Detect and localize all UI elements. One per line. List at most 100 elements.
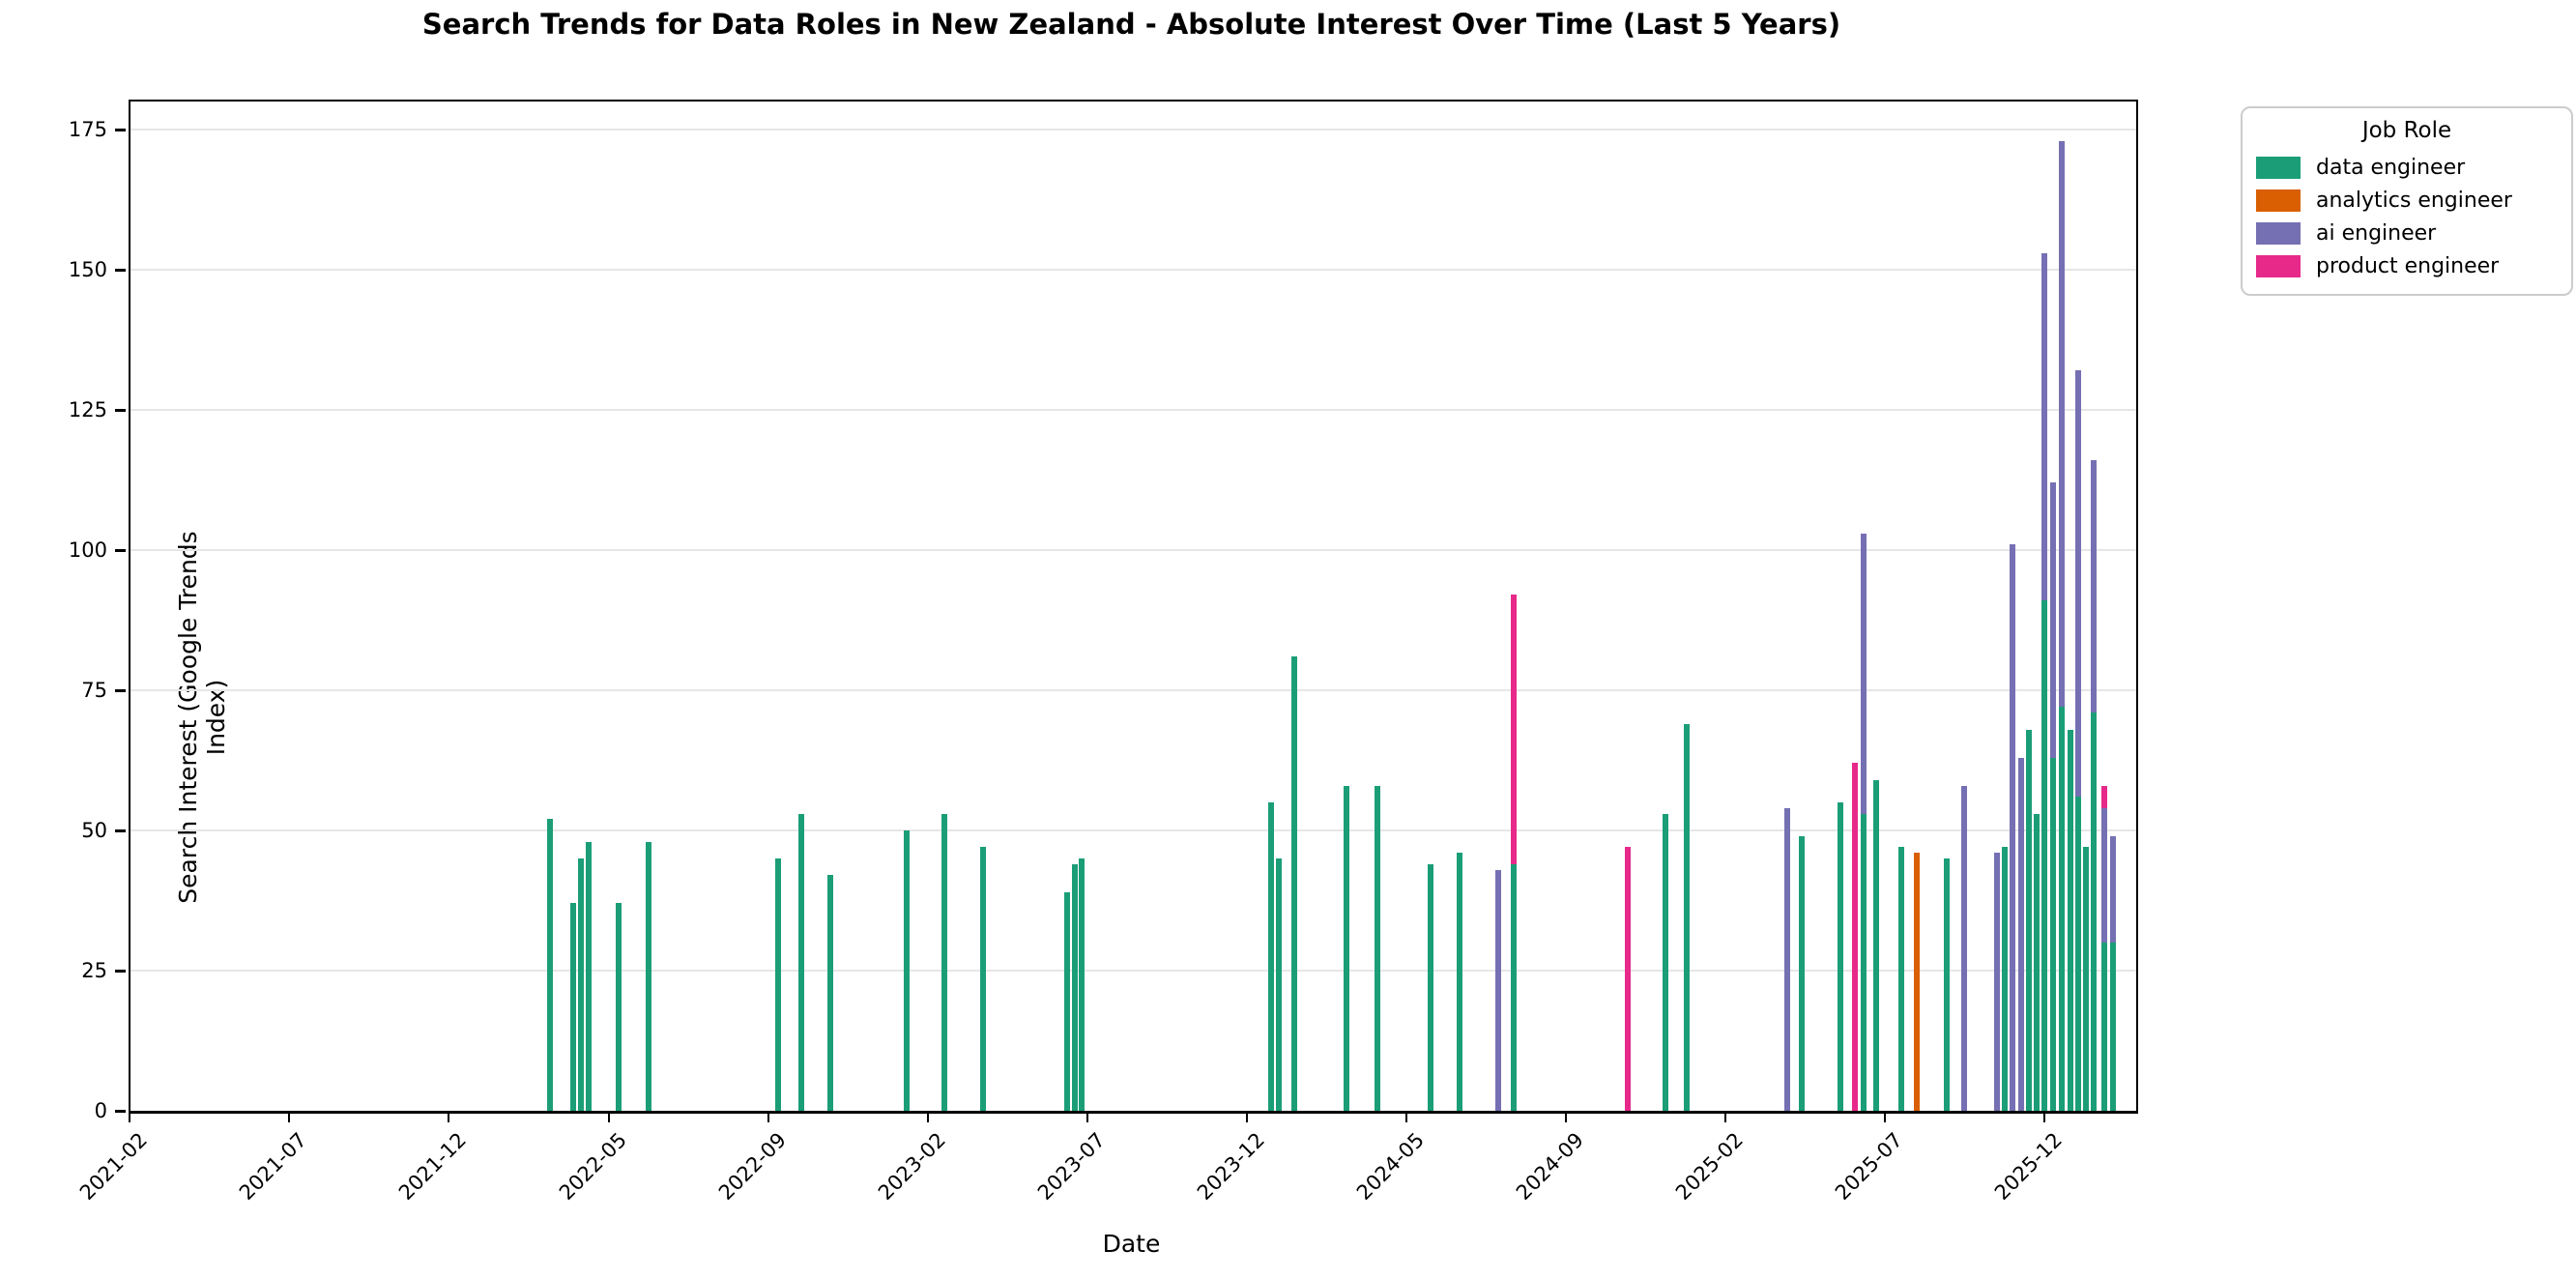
bar-segment-data-engineer-2025-09 bbox=[1943, 858, 1950, 1111]
bar-segment-data-engineer-2025-12 bbox=[2050, 757, 2057, 1111]
legend-label: analytics engineer bbox=[2316, 188, 2512, 213]
bar-segment-data-engineer-2022-09 bbox=[775, 858, 782, 1111]
bar-segment-data-engineer-2023-06 bbox=[1071, 863, 1078, 1111]
bar-segment-data-engineer-2025-11 bbox=[2025, 729, 2032, 1111]
legend-swatch-icon bbox=[2256, 221, 2301, 245]
y-axis-label: Search Interest (Google Trends Index) bbox=[174, 531, 230, 904]
y-tick-label-75: 75 bbox=[81, 679, 107, 702]
bar-segment-data-engineer-2022-03 bbox=[547, 819, 554, 1111]
y-tick-mark bbox=[115, 549, 126, 552]
bar-segment-ai-engineer-2026-01 bbox=[2101, 807, 2107, 943]
legend-item-data-engineer: data engineer bbox=[2243, 151, 2571, 184]
x-tick-label-2023-02: 2023-02 bbox=[874, 1128, 951, 1206]
y-tick-mark bbox=[115, 689, 126, 692]
y-tick-mark bbox=[115, 829, 126, 832]
legend-title: Job Role bbox=[2361, 118, 2452, 143]
bar-segment-ai-engineer-2025-10 bbox=[1993, 853, 2000, 1111]
x-tick-mark bbox=[128, 1112, 131, 1122]
bar-segment-data-engineer-2024-06 bbox=[1457, 853, 1463, 1111]
bar-segment-data-engineer-2024-08 bbox=[1510, 863, 1517, 1111]
legend-item-ai-engineer: ai engineer bbox=[2243, 217, 2571, 249]
x-tick-label-2024-05: 2024-05 bbox=[1351, 1128, 1429, 1206]
bar-segment-product-engineer-2026-01 bbox=[2101, 785, 2107, 808]
bar-segment-data-engineer-2025-07 bbox=[1873, 779, 1880, 1111]
bar-segment-data-engineer-2022-10 bbox=[798, 813, 805, 1111]
y-tick-label-0: 0 bbox=[94, 1099, 107, 1122]
y-tick-label-125: 125 bbox=[68, 398, 107, 421]
x-tick-mark bbox=[1404, 1112, 1408, 1122]
plot-area: Search Interest (Google Trends Index) bbox=[129, 100, 2138, 1114]
legend-swatch-icon bbox=[2256, 254, 2301, 277]
bar-segment-ai-engineer-2026-01 bbox=[2091, 460, 2097, 713]
bar-segment-ai-engineer-2025-11 bbox=[2018, 757, 2025, 1111]
bar-segment-ai-engineer-2026-02 bbox=[2109, 835, 2116, 943]
bar-segment-data-engineer-2022-04 bbox=[569, 903, 576, 1111]
bar-segment-product-engineer-2024-08 bbox=[1510, 595, 1517, 864]
x-tick-mark bbox=[287, 1112, 291, 1122]
bar-segment-product-engineer-2024-11 bbox=[1624, 847, 1631, 1111]
gridline-y-100 bbox=[130, 549, 2136, 551]
bar-segment-data-engineer-2023-03 bbox=[980, 847, 987, 1111]
bar-segment-data-engineer-2024-12 bbox=[1662, 813, 1668, 1111]
bar-segment-data-engineer-2022-04 bbox=[585, 841, 592, 1111]
bar-segment-data-engineer-2026-01 bbox=[2101, 943, 2107, 1111]
bar-segment-analytics-engineer-2025-08 bbox=[1913, 853, 1920, 1111]
y-tick-mark bbox=[115, 970, 126, 973]
bar-segment-data-engineer-2024-05 bbox=[1428, 863, 1433, 1111]
x-tick-label-2021-07: 2021-07 bbox=[234, 1128, 311, 1206]
bar-segment-ai-engineer-2025-12 bbox=[2050, 482, 2057, 758]
x-tick-mark bbox=[447, 1112, 450, 1122]
bar-segment-data-engineer-2024-02 bbox=[1290, 656, 1297, 1111]
bar-segment-data-engineer-2023-02 bbox=[941, 813, 948, 1111]
x-tick-mark bbox=[1245, 1112, 1249, 1122]
legend-swatch-icon bbox=[2256, 156, 2301, 179]
bar-segment-data-engineer-2026-01 bbox=[2091, 712, 2097, 1111]
bar-segment-data-engineer-2024-01 bbox=[1268, 802, 1275, 1111]
bar-segment-data-engineer-2025-01 bbox=[1683, 723, 1690, 1111]
bar-segment-ai-engineer-2025-07 bbox=[1861, 533, 1867, 814]
bar-segment-data-engineer-2022-04 bbox=[578, 858, 585, 1111]
legend-label: ai engineer bbox=[2316, 220, 2437, 246]
bar-segment-ai-engineer-2024-07 bbox=[1494, 869, 1501, 1111]
y-tick-mark bbox=[115, 409, 126, 412]
legend-label: product engineer bbox=[2316, 253, 2500, 278]
x-tick-label-2023-12: 2023-12 bbox=[1192, 1128, 1269, 1206]
bar-segment-ai-engineer-2025-12 bbox=[2059, 140, 2066, 708]
gridline-y-150 bbox=[130, 269, 2136, 271]
bar-segment-data-engineer-2022-05 bbox=[616, 903, 622, 1111]
bar-segment-data-engineer-2025-06 bbox=[1837, 802, 1843, 1111]
y-tick-mark bbox=[115, 269, 126, 272]
x-tick-label-2023-07: 2023-07 bbox=[1032, 1128, 1111, 1206]
bar-segment-data-engineer-2024-04 bbox=[1375, 785, 1381, 1111]
y-tick-label-25: 25 bbox=[81, 959, 107, 982]
legend-item-analytics-engineer: analytics engineer bbox=[2243, 184, 2571, 217]
x-tick-label-2022-09: 2022-09 bbox=[713, 1128, 791, 1206]
x-tick-label-2021-02: 2021-02 bbox=[74, 1128, 153, 1206]
bar-segment-data-engineer-2025-12 bbox=[2067, 729, 2073, 1111]
x-tick-mark bbox=[767, 1112, 770, 1122]
legend: Job Role data engineer analytics engineer… bbox=[2241, 106, 2573, 296]
y-tick-mark bbox=[115, 1110, 126, 1113]
x-tick-label-2025-12: 2025-12 bbox=[1989, 1128, 2068, 1206]
bar-segment-data-engineer-2022-06 bbox=[645, 841, 651, 1111]
gridline-y-50 bbox=[130, 829, 2136, 831]
x-tick-mark bbox=[926, 1112, 930, 1122]
x-tick-mark bbox=[1564, 1112, 1568, 1122]
y-tick-label-175: 175 bbox=[68, 118, 107, 141]
x-tick-label-2025-07: 2025-07 bbox=[1831, 1128, 1908, 1206]
y-tick-label-100: 100 bbox=[68, 538, 107, 562]
bar-segment-data-engineer-2023-07 bbox=[1078, 858, 1085, 1111]
x-tick-label-2024-09: 2024-09 bbox=[1511, 1128, 1588, 1206]
bar-segment-data-engineer-2026-02 bbox=[2109, 943, 2116, 1111]
x-axis-label: Date bbox=[1102, 1230, 1161, 1258]
bar-segment-data-engineer-2024-03 bbox=[1344, 785, 1350, 1111]
x-tick-label-2022-05: 2022-05 bbox=[554, 1128, 631, 1206]
y-tick-label-150: 150 bbox=[68, 258, 107, 281]
bar-segment-data-engineer-2025-10 bbox=[2002, 847, 2009, 1111]
x-tick-label-2021-12: 2021-12 bbox=[393, 1128, 471, 1206]
bar-segment-data-engineer-2025-04 bbox=[1799, 835, 1806, 1111]
x-tick-mark bbox=[1883, 1112, 1887, 1122]
bar-segment-ai-engineer-2025-10 bbox=[1960, 785, 1967, 1111]
bar-segment-data-engineer-2026-01 bbox=[2082, 847, 2089, 1111]
